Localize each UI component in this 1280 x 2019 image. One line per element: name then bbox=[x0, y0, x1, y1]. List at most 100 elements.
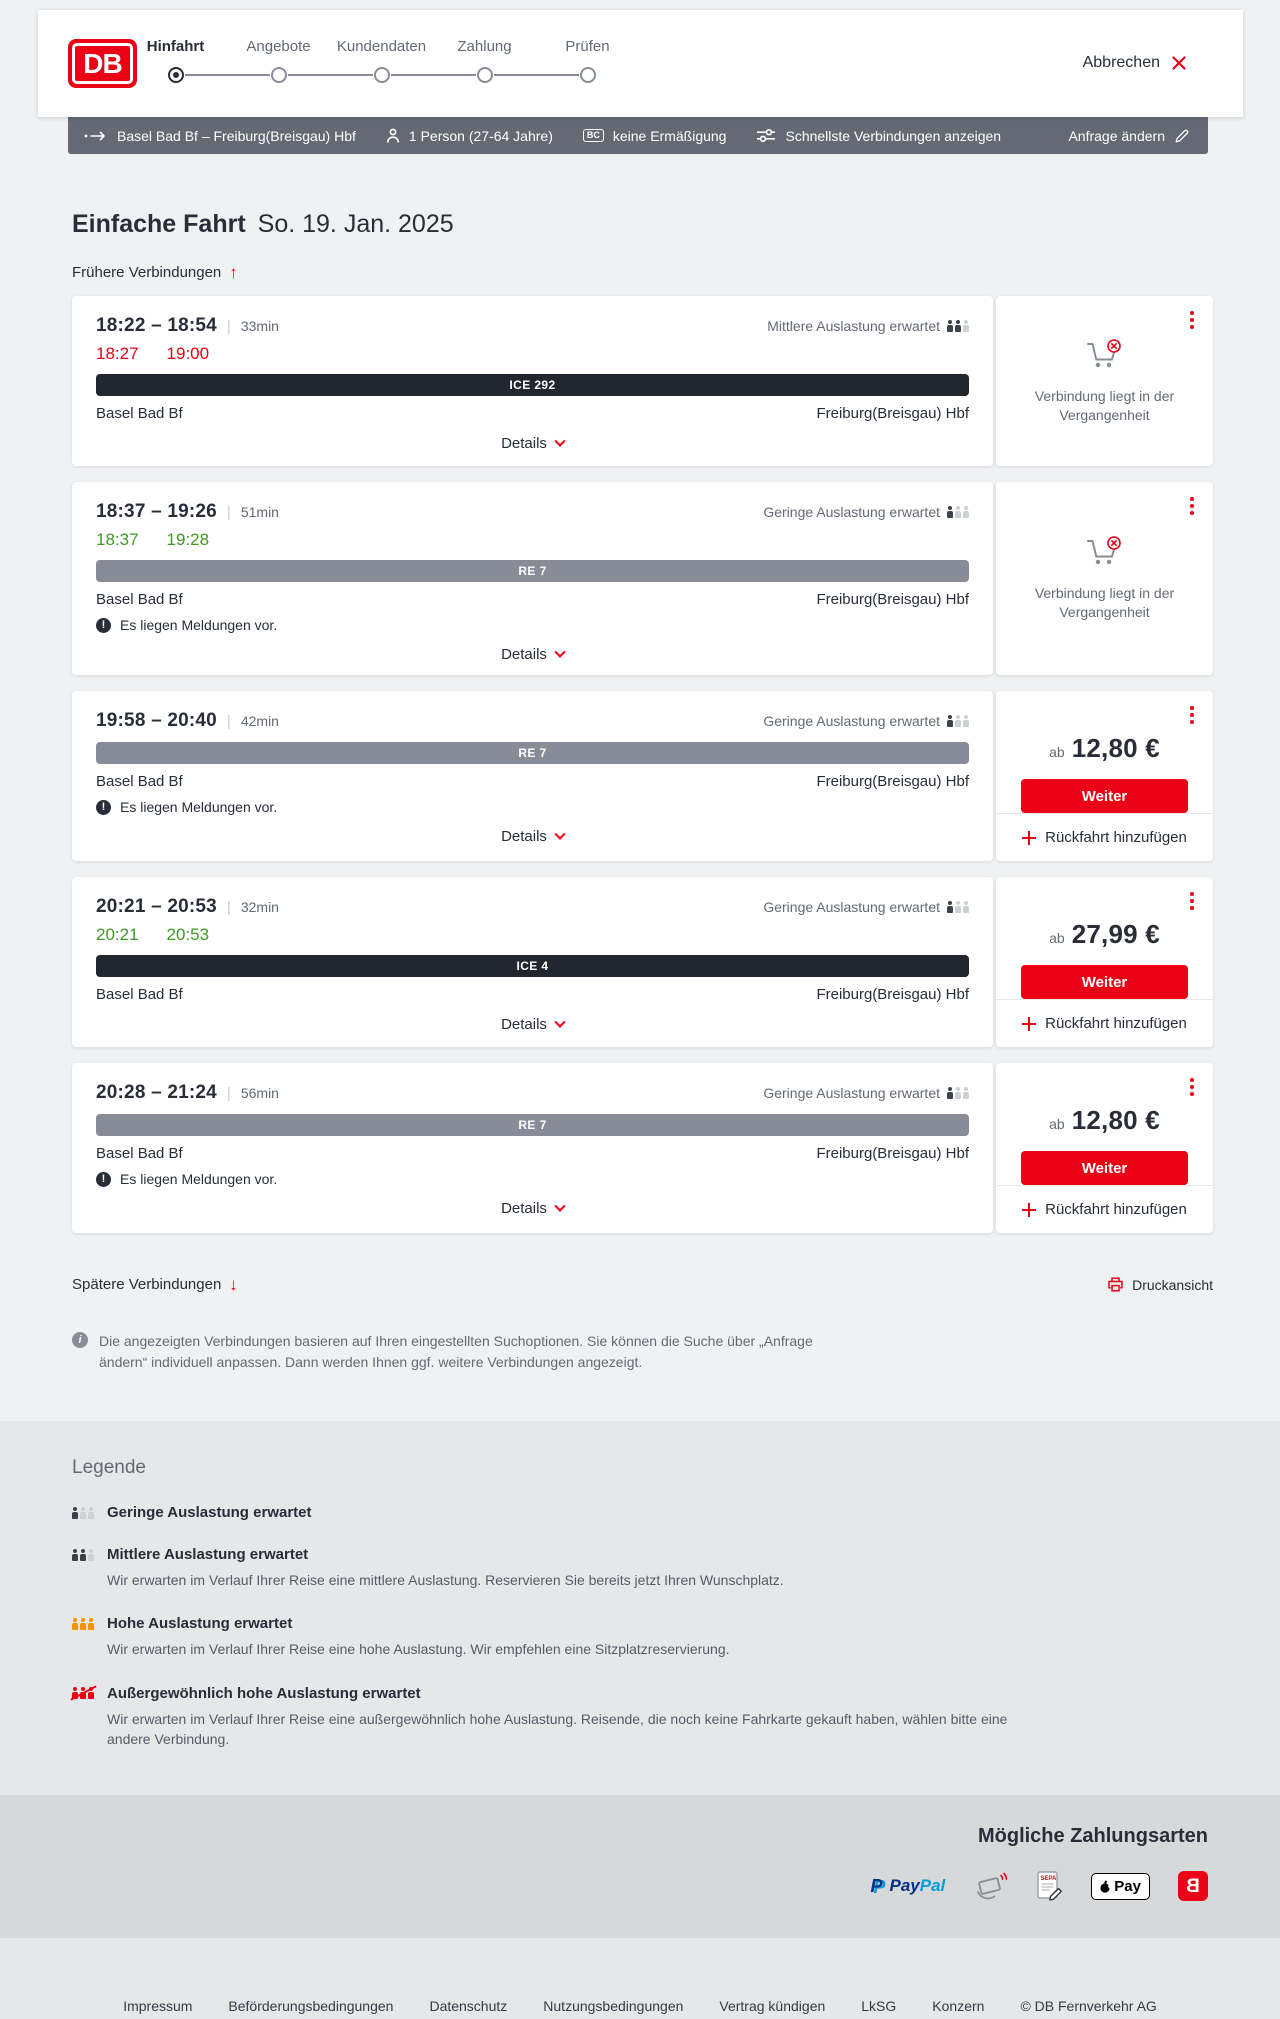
connection-times: 18:22 – 18:54 bbox=[96, 315, 217, 336]
connection-duration: 33min bbox=[240, 318, 279, 334]
arrow-down-icon: ↓ bbox=[229, 1275, 238, 1294]
realtime-arrival: 20:53 bbox=[166, 925, 210, 944]
origin-station: Basel Bad Bf bbox=[96, 986, 183, 1003]
legend-description: Wir erwarten im Verlauf Ihrer Reise eine… bbox=[107, 1641, 730, 1658]
add-return-button[interactable]: Rückfahrt hinzufügen bbox=[996, 813, 1213, 861]
connection-card: 20:21 – 20:53 | 32min Geringe Auslastung… bbox=[72, 877, 1213, 1047]
connection-times: 20:21 – 20:53 bbox=[96, 896, 217, 917]
messages-note: ! Es liegen Meldungen vor. bbox=[96, 1171, 969, 1187]
realtime-times: 20:21 20:53 bbox=[96, 925, 969, 945]
step-zahlung[interactable]: Zahlung bbox=[433, 38, 579, 83]
occupancy: Geringe Auslastung erwartet bbox=[763, 899, 969, 915]
progress-steps: Hinfahrt Angebote Kundendaten Zahlung Pr… bbox=[124, 38, 639, 83]
price-line: ab 12,80 € bbox=[996, 733, 1213, 764]
footer-copyright: © DB Fernverkehr AG bbox=[1020, 1998, 1157, 2015]
step-angebote[interactable]: Angebote bbox=[227, 38, 373, 83]
connection-summary[interactable]: 19:58 – 20:40 | 42min Geringe Auslastung… bbox=[72, 691, 993, 861]
origin-station: Basel Bad Bf bbox=[96, 773, 183, 790]
footer-link-konzern[interactable]: Konzern bbox=[932, 1998, 985, 2015]
search-options-note: i Die angezeigten Verbindungen basieren … bbox=[72, 1331, 872, 1373]
legend-description: Wir erwarten im Verlauf Ihrer Reise eine… bbox=[107, 1572, 784, 1588]
footer-link-datenschutz[interactable]: Datenschutz bbox=[429, 1998, 508, 2015]
print-view-button[interactable]: Druckansicht bbox=[1108, 1277, 1213, 1293]
passenger-summary: 1 Person (27-64 Jahre) bbox=[386, 128, 553, 144]
fastest-connections-toggle[interactable]: Schnellste Verbindungen anzeigen bbox=[756, 128, 1001, 144]
past-connection-note: Verbindung liegt in der Vergangenheit bbox=[1034, 387, 1175, 423]
footer-link-befoerderungsbedingungen[interactable]: Beförderungsbedingungen bbox=[228, 1998, 394, 2015]
more-options-button[interactable] bbox=[1188, 1076, 1196, 1098]
payment-badge-red-icon: B bbox=[1178, 1871, 1208, 1902]
apple-pay-icon: Pay bbox=[1091, 1872, 1150, 1900]
alert-icon: ! bbox=[96, 1171, 111, 1187]
separator: | bbox=[226, 504, 231, 521]
page-title: Einfache Fahrt So. 19. Jan. 2025 bbox=[72, 210, 1280, 239]
connection-card: 20:28 – 21:24 | 56min Geringe Auslastung… bbox=[72, 1063, 1213, 1233]
more-options-button[interactable] bbox=[1188, 309, 1196, 331]
connection-card: 19:58 – 20:40 | 42min Geringe Auslastung… bbox=[72, 691, 1213, 861]
change-request-button[interactable]: Anfrage ändern bbox=[1068, 128, 1190, 144]
details-toggle[interactable]: Details bbox=[96, 1016, 969, 1033]
occupancy: Geringe Auslastung erwartet bbox=[763, 1085, 969, 1101]
footer-link-impressum[interactable]: Impressum bbox=[123, 1998, 193, 2015]
chevron-down-icon bbox=[554, 828, 566, 840]
details-toggle[interactable]: Details bbox=[96, 435, 969, 452]
weiter-button[interactable]: Weiter bbox=[1021, 1151, 1188, 1185]
sepa-lastschrift-icon: SEPA bbox=[1037, 1871, 1063, 1901]
train-label-bar: RE 7 bbox=[96, 742, 969, 764]
realtime-arrival: 19:00 bbox=[166, 344, 210, 363]
footer-link-lksg[interactable]: LkSG bbox=[861, 1998, 897, 2015]
connection-summary[interactable]: 18:37 – 19:26 | 51min Geringe Auslastung… bbox=[72, 482, 993, 675]
price-line: ab 12,80 € bbox=[996, 1105, 1213, 1136]
train-name: RE 7 bbox=[518, 1118, 547, 1132]
step-dot-active bbox=[167, 67, 184, 83]
sliders-icon bbox=[757, 128, 776, 142]
trip-type: Einfache Fahrt bbox=[72, 210, 246, 238]
later-connections-button[interactable]: Spätere Verbindungen ↓ bbox=[72, 1275, 238, 1294]
weiter-button[interactable]: Weiter bbox=[1021, 779, 1188, 813]
earlier-connections-button[interactable]: Frühere Verbindungen ↑ bbox=[72, 263, 238, 282]
details-toggle[interactable]: Details bbox=[96, 646, 969, 663]
price: 27,99 € bbox=[1071, 919, 1160, 949]
train-label-bar: RE 7 bbox=[96, 1114, 969, 1136]
connection-duration: 42min bbox=[240, 713, 279, 729]
connection-summary[interactable]: 18:22 – 18:54 | 33min Mittlere Auslastun… bbox=[72, 296, 993, 466]
past-connection-note: Verbindung liegt in der Vergangenheit bbox=[1034, 585, 1175, 620]
connection-summary[interactable]: 20:28 – 21:24 | 56min Geringe Auslastung… bbox=[72, 1063, 993, 1233]
svg-text:SEPA: SEPA bbox=[1041, 1876, 1058, 1882]
step-kundendaten[interactable]: Kundendaten bbox=[330, 38, 476, 83]
step-pruefen[interactable]: Prüfen bbox=[536, 38, 639, 83]
cancel-button[interactable]: Abbrechen bbox=[1083, 54, 1187, 72]
footer-link-nutzungsbedingungen[interactable]: Nutzungsbedingungen bbox=[543, 1998, 684, 2015]
details-toggle[interactable]: Details bbox=[96, 1200, 969, 1217]
db-logo[interactable]: DB bbox=[68, 39, 137, 88]
connection-offer-panel: ab 27,99 € Weiter Rückfahrt hinzufügen bbox=[996, 877, 1213, 1047]
plus-icon bbox=[1022, 1202, 1037, 1217]
more-options-button[interactable] bbox=[1188, 495, 1196, 517]
alert-icon: ! bbox=[96, 799, 111, 815]
step-hinfahrt[interactable]: Hinfahrt bbox=[124, 38, 270, 83]
connection-summary[interactable]: 20:21 – 20:53 | 32min Geringe Auslastung… bbox=[72, 877, 993, 1047]
more-options-button[interactable] bbox=[1188, 890, 1196, 912]
more-options-button[interactable] bbox=[1188, 704, 1196, 726]
destination-station: Freiburg(Breisgau) Hbf bbox=[816, 591, 969, 608]
legend-item-low: Geringe Auslastung erwartet bbox=[72, 1504, 1213, 1521]
chevron-down-icon bbox=[554, 1016, 566, 1028]
payment-title: Mögliche Zahlungsarten bbox=[977, 1825, 1208, 1848]
person-icon bbox=[386, 128, 399, 143]
add-return-button[interactable]: Rückfahrt hinzufügen bbox=[996, 1185, 1213, 1233]
footer-link-vertrag-kuendigen[interactable]: Vertrag kündigen bbox=[719, 1998, 826, 2015]
occupancy-icon bbox=[947, 506, 969, 518]
connection-list: 18:22 – 18:54 | 33min Mittlere Auslastun… bbox=[72, 296, 1213, 1249]
occupancy: Mittlere Auslastung erwartet bbox=[767, 318, 969, 334]
weiter-button[interactable]: Weiter bbox=[1021, 965, 1188, 999]
chevron-down-icon bbox=[554, 1200, 566, 1212]
details-toggle[interactable]: Details bbox=[96, 828, 969, 845]
occupancy-label: Geringe Auslastung erwartet bbox=[763, 1085, 940, 1101]
occupancy-medium-icon bbox=[72, 1548, 94, 1561]
occupancy-icon bbox=[947, 320, 969, 332]
add-return-button[interactable]: Rückfahrt hinzufügen bbox=[996, 999, 1213, 1047]
cart-unavailable-icon bbox=[1086, 338, 1121, 367]
destination-station: Freiburg(Breisgau) Hbf bbox=[816, 1145, 969, 1162]
step-dot bbox=[270, 67, 287, 83]
step-dot bbox=[476, 67, 493, 83]
